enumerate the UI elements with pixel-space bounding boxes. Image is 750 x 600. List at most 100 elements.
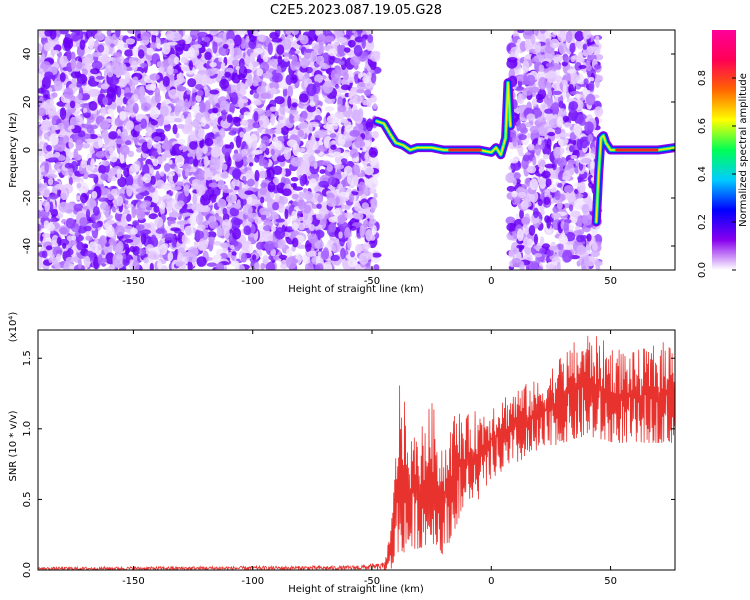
noise-blob (302, 153, 311, 160)
noise-blob (366, 30, 371, 35)
noise-blob (592, 241, 598, 252)
noise-blob (44, 162, 50, 174)
noise-blob (269, 58, 279, 67)
noise-blob (585, 61, 592, 66)
noise-blob (254, 169, 260, 182)
noise-blob (582, 30, 592, 40)
noise-blob (48, 257, 53, 263)
noise-blob (232, 227, 242, 240)
noise-blob (205, 68, 216, 77)
noise-blob (265, 109, 272, 117)
noise-blob (370, 52, 381, 62)
noise-blob (172, 222, 181, 229)
noise-blob (570, 55, 576, 63)
noise-blob (586, 46, 594, 56)
noise-blob (98, 197, 107, 202)
noise-blob (370, 94, 377, 103)
colorbar-tick-label: 0.0 (697, 262, 708, 278)
noise-blob (195, 94, 202, 103)
noise-blob (253, 111, 259, 123)
noise-blob (171, 32, 182, 42)
noise-blob (527, 165, 537, 174)
noise-blob (127, 97, 136, 107)
noise-blob (264, 240, 276, 252)
noise-blob (262, 230, 272, 241)
noise-blob (249, 162, 254, 167)
noise-blob (191, 92, 196, 103)
noise-blob (76, 182, 82, 189)
noise-blob (222, 188, 234, 194)
noise-blob (156, 42, 162, 50)
noise-blob (89, 75, 95, 81)
noise-blob (128, 235, 139, 247)
noise-blob (217, 179, 225, 190)
noise-blob (100, 106, 106, 117)
noise-blob (528, 225, 536, 236)
noise-blob (593, 64, 601, 70)
noise-blob (587, 133, 594, 143)
noise-blob (162, 184, 171, 191)
noise-blob (369, 59, 377, 71)
noise-blob (168, 88, 180, 99)
noise-blob (166, 41, 178, 46)
noise-blob (264, 128, 276, 135)
noise-blob (343, 47, 351, 53)
noise-blob (38, 107, 47, 117)
noise-blob (290, 177, 299, 182)
noise-blob (349, 148, 359, 159)
noise-blob (516, 105, 526, 114)
noise-blob (60, 189, 68, 201)
noise-blob (538, 77, 547, 90)
noise-blob (91, 52, 103, 57)
noise-blob (369, 154, 378, 167)
noise-blob (157, 146, 162, 155)
noise-blob (131, 76, 139, 86)
noise-blob (341, 203, 346, 211)
noise-blob (346, 237, 352, 250)
noise-blob (170, 150, 177, 157)
noise-blob (274, 192, 281, 202)
noise-blob (303, 78, 309, 88)
noise-blob (276, 155, 287, 163)
noise-blob (143, 257, 149, 264)
noise-blob (258, 115, 270, 128)
noise-blob (269, 32, 279, 39)
noise-blob (533, 207, 539, 219)
noise-blob (289, 115, 296, 124)
noise-blob (52, 49, 60, 55)
noise-blob (554, 190, 561, 201)
noise-blob (209, 221, 219, 230)
noise-blob (270, 87, 277, 95)
noise-blob (316, 213, 323, 221)
noise-blob (234, 154, 243, 159)
noise-blob (513, 172, 521, 180)
noise-blob (176, 220, 186, 225)
noise-blob (369, 218, 377, 225)
noise-blob (219, 100, 230, 113)
noise-blob (94, 243, 102, 256)
noise-blob (43, 220, 50, 228)
noise-blob (95, 150, 106, 158)
noise-blob (564, 244, 574, 250)
x-tick-label: -100 (241, 576, 264, 587)
noise-blob (581, 157, 592, 164)
noise-blob (198, 237, 209, 250)
noise-blob (548, 245, 559, 251)
noise-blob (262, 72, 273, 79)
noise-blob (155, 179, 165, 190)
noise-blob (254, 262, 260, 270)
noise-blob (156, 260, 163, 270)
noise-blob (241, 155, 249, 167)
noise-blob (244, 190, 254, 195)
noise-blob (123, 167, 130, 178)
noise-blob (529, 178, 539, 191)
noise-blob (506, 222, 518, 232)
noise-blob (135, 224, 145, 230)
noise-blob (168, 173, 173, 183)
noise-blob (71, 234, 77, 241)
noise-blob (363, 187, 369, 196)
noise-blob (59, 72, 66, 83)
noise-blob (271, 226, 277, 232)
noise-blob (337, 134, 346, 147)
noise-blob (512, 257, 522, 267)
